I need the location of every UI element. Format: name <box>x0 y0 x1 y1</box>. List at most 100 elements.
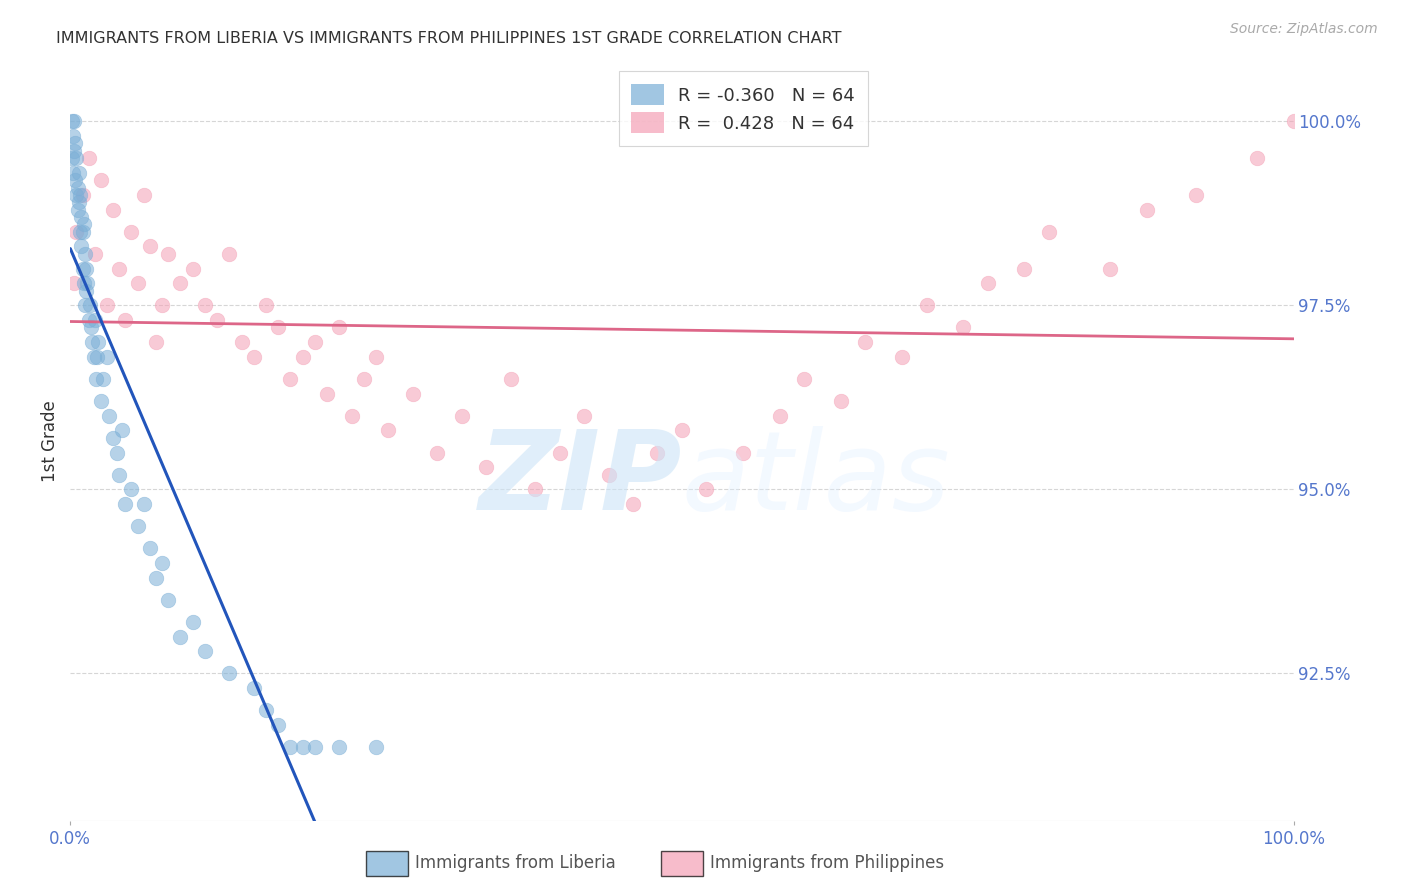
Text: Source: ZipAtlas.com: Source: ZipAtlas.com <box>1230 22 1378 37</box>
Point <box>83 247 105 261</box>
Point <box>243 681 266 695</box>
Point <box>402 386 425 401</box>
Point <box>132 497 155 511</box>
Point <box>80 320 103 334</box>
Point <box>60 151 83 165</box>
Point <box>132 188 155 202</box>
Point <box>72 261 94 276</box>
Point <box>96 350 118 364</box>
Point <box>695 483 717 497</box>
Point <box>1184 188 1206 202</box>
Point <box>75 261 97 276</box>
Point <box>145 335 167 350</box>
Point <box>254 703 277 717</box>
Point <box>62 129 84 144</box>
Point <box>475 460 498 475</box>
Point <box>1282 114 1305 128</box>
Point <box>366 350 388 364</box>
Point <box>169 277 191 291</box>
Point <box>96 298 118 312</box>
Point <box>65 151 87 165</box>
Point <box>231 335 253 350</box>
Point <box>548 445 571 459</box>
Point <box>304 335 326 350</box>
Point <box>65 225 87 239</box>
Point <box>150 556 173 570</box>
Point <box>83 350 105 364</box>
Point <box>87 335 110 350</box>
Point <box>121 483 143 497</box>
Point <box>598 467 620 482</box>
Point <box>254 298 277 312</box>
Point <box>108 261 131 276</box>
Point <box>63 144 86 158</box>
Point <box>647 445 669 459</box>
Point <box>976 277 998 291</box>
Point <box>127 519 149 533</box>
Point <box>733 445 755 459</box>
Point <box>426 445 449 459</box>
Point <box>121 225 143 239</box>
Text: IMMIGRANTS FROM LIBERIA VS IMMIGRANTS FROM PHILIPPINES 1ST GRADE CORRELATION CHA: IMMIGRANTS FROM LIBERIA VS IMMIGRANTS FR… <box>56 31 842 46</box>
Point <box>450 409 472 423</box>
Point <box>67 166 90 180</box>
Point <box>891 350 914 364</box>
Point <box>830 394 852 409</box>
Point <box>328 320 350 334</box>
Y-axis label: 1st Grade: 1st Grade <box>41 401 59 483</box>
Point <box>377 424 399 438</box>
Text: ZIP: ZIP <box>478 426 682 533</box>
Point <box>855 335 877 350</box>
Point <box>291 350 314 364</box>
Text: Immigrants from Philippines: Immigrants from Philippines <box>710 855 945 872</box>
Point <box>73 247 96 261</box>
Point <box>280 739 302 754</box>
Point <box>66 180 89 194</box>
Point <box>75 284 97 298</box>
Point <box>72 188 94 202</box>
Point <box>181 615 204 629</box>
Point <box>769 409 792 423</box>
Point <box>72 225 94 239</box>
Point <box>114 313 136 327</box>
Point <box>60 114 83 128</box>
Point <box>77 151 100 165</box>
Point <box>79 298 101 312</box>
Point <box>621 497 644 511</box>
Point <box>90 173 112 187</box>
Point <box>114 497 136 511</box>
Point <box>952 320 974 334</box>
Point <box>65 188 87 202</box>
Point <box>150 298 173 312</box>
Point <box>98 409 121 423</box>
Point <box>63 114 86 128</box>
Point <box>169 630 191 644</box>
Point <box>328 739 350 754</box>
Point <box>70 210 93 224</box>
Point <box>76 277 98 291</box>
Point <box>67 195 90 210</box>
Point <box>145 571 167 585</box>
Point <box>194 644 217 658</box>
Text: atlas: atlas <box>682 426 950 533</box>
Point <box>101 431 124 445</box>
Point <box>108 467 131 482</box>
Point <box>63 136 86 151</box>
Point <box>139 541 162 556</box>
Point <box>63 277 86 291</box>
Point <box>915 298 938 312</box>
Point <box>127 277 149 291</box>
Point <box>111 424 134 438</box>
Point <box>353 372 375 386</box>
Point <box>793 372 815 386</box>
Point <box>139 239 162 253</box>
Point <box>267 718 290 732</box>
Legend: R = -0.360   N = 64, R =  0.428   N = 64: R = -0.360 N = 64, R = 0.428 N = 64 <box>619 71 868 145</box>
Point <box>82 335 104 350</box>
Text: Immigrants from Liberia: Immigrants from Liberia <box>415 855 616 872</box>
Point <box>70 239 93 253</box>
Point <box>304 739 326 754</box>
Point <box>83 313 105 327</box>
Point <box>205 313 228 327</box>
Point <box>73 298 96 312</box>
